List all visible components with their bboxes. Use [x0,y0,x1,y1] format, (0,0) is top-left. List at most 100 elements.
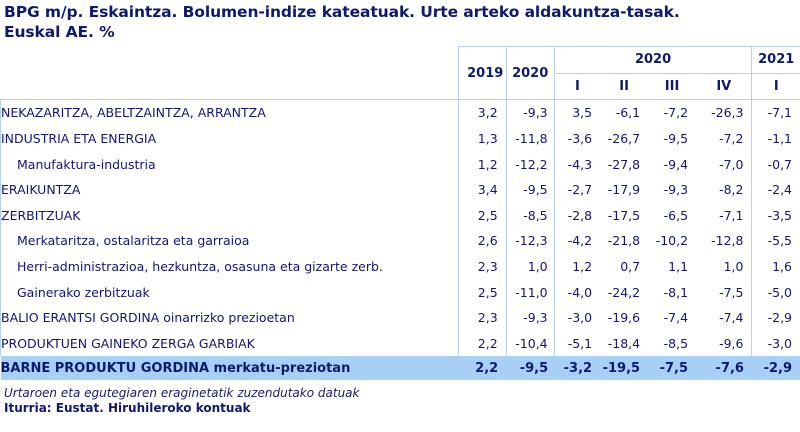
cell-2021-q1: -5,0 [751,279,800,305]
col-header-2021-q1: I [751,73,800,101]
row-label: NEKAZARITZA, ABELTZAINTZA, ARRANTZA [0,99,459,126]
total-2020-q1: -3,2 [554,356,601,381]
cell-2021-q1: -2,9 [751,304,800,331]
cell-2019: 1,3 [457,125,507,152]
row-label: ZERBITZUAK [0,202,459,229]
cell-2021-q1: -2,4 [751,176,800,203]
cell-2020: -12,2 [505,151,555,177]
cell-2020-q3: -7,2 [663,105,689,121]
cell-2020-q2: -21,8 [607,233,641,249]
cell-2020: -11,8 [505,125,555,152]
cell-2020-q3: -9,4 [663,156,689,172]
cell-2020-q1: -4,3 [553,151,601,177]
cell-2020-q2: -17,9 [607,182,641,198]
cell-2019: 2,3 [457,304,507,331]
cell-2021-q1: -7,1 [751,99,800,126]
cell-2019: 2,3 [457,253,507,280]
cell-2020: -9,3 [505,99,555,126]
cell-2020-q3: -8,1 [663,284,689,300]
cell-2019: 1,2 [457,151,507,177]
cell-2020-q3: 1,1 [668,259,689,275]
cell-2019: 3,2 [457,99,507,126]
page-title: BPG m/p. Eskaintza. Bolumen-indize katea… [4,2,680,42]
cell-2020: -11,0 [505,279,555,305]
title-line-2: Euskal AE. % [4,23,115,41]
table-row: Manufaktura-industria 1,2 -12,2 -4,3 -27… [0,151,800,177]
cell-2020-q4: -8,2 [719,182,744,198]
total-2020-q2: -19,5 [600,356,649,381]
row-label: Manufaktura-industria [0,151,459,177]
table-row: PRODUKTUEN GAINEKO ZERGA GARBIAK 2,2 -10… [0,330,800,357]
cell-2020-q1: -5,1 [553,330,601,357]
cell-2020-q2: -24,2 [607,284,641,300]
cell-2020-q4: 1,0 [723,259,744,275]
cell-2021-q1: 1,6 [751,253,800,280]
cell-2020-q3: -9,3 [663,182,689,198]
cell-2020-q4: -7,4 [719,310,744,326]
cell-2021-q1: -1,1 [751,125,800,152]
cell-2020-q4: -7,1 [719,207,744,223]
cell-2019: 2,2 [457,330,507,357]
row-label: Herri-administrazioa, hezkuntza, osasuna… [0,253,459,280]
col-header-2020: 2020 [505,45,555,101]
total-2020: -9,5 [506,356,555,381]
data-table: 2019 2020 2020 2021 I II III IV I NEKAZA… [0,45,800,381]
cell-2020-q3: -6,5 [663,207,689,223]
cell-2020-q2: 0,7 [620,259,641,275]
cell-2020-q3: -8,5 [663,335,689,351]
table-row: NEKAZARITZA, ABELTZAINTZA, ARRANTZA 3,2 … [0,99,800,126]
cell-2020-q2: -19,6 [607,310,641,326]
table-row: ZERBITZUAK 2,5 -8,5 -2,8 -17,5 -6,5 -7,1… [0,202,800,229]
row-label: Merkataritza, ostalaritza eta garraioa [0,228,459,254]
cell-2020-q1: -2,8 [553,202,601,229]
col-header-2020-q4: IV [696,73,752,101]
cell-2020: -10,4 [505,330,555,357]
cell-2020: 1,0 [505,253,555,280]
table-row: BALIO ERANTSI GORDINA oinarrizko prezioe… [0,304,800,331]
cell-2020-q3: -10,2 [655,233,689,249]
total-label: BARNE PRODUKTU GORDINA merkatu-preziotan [0,356,459,381]
cell-2020-q3: -7,4 [663,310,689,326]
row-label: ERAIKUNTZA [0,176,459,203]
cell-2020-q4: -12,8 [711,233,744,249]
cell-2020-q4: -26,3 [711,105,744,121]
header-spacer [1,47,459,74]
col-header-2020-q1: I [553,73,601,101]
cell-2019: 3,4 [457,176,507,203]
cell-2020-q2: -6,1 [615,105,641,121]
cell-2020: -9,5 [505,176,555,203]
cell-2020-q3: -9,5 [663,131,689,147]
row-label: PRODUKTUEN GAINEKO ZERGA GARBIAK [0,330,459,357]
total-2021-q1: -2,9 [751,356,800,381]
cell-2020-q1: -2,7 [553,176,601,203]
cell-2020-q4: -7,5 [719,284,744,300]
total-2019: 2,2 [458,356,507,381]
table-row: ERAIKUNTZA 3,4 -9,5 -2,7 -17,9 -9,3 -8,2… [0,176,800,203]
cell-2020-q4: -9,6 [719,335,744,351]
col-header-2019: 2019 [457,45,507,101]
cell-2020-q1: 3,5 [553,99,601,126]
row-label: Gainerako zerbitzuak [0,279,459,305]
row-label: INDUSTRIA ETA ENERGIA [0,125,459,152]
cell-2020-q2: -26,7 [607,131,641,147]
group-header-2020: 2020 [553,46,752,74]
source-note: Iturria: Eustat. Hiruhileroko kontuak [4,401,251,415]
cell-2020-q1: -3,0 [553,304,601,331]
cell-2020-q1: -3,6 [553,125,601,152]
cell-2020-q1: -4,0 [553,279,601,305]
cell-2021-q1: -3,5 [751,202,800,229]
total-2020-q3: -7,5 [648,356,697,381]
col-header-2020-q2: II [600,73,649,101]
header-spacer-2 [0,73,459,101]
cell-2019: 2,5 [457,279,507,305]
total-2020-q4: -7,6 [696,356,752,381]
table-row: Herri-administrazioa, hezkuntza, osasuna… [0,253,800,280]
cell-2020-q4: -7,0 [719,156,744,172]
cell-2020-q4: -7,2 [719,131,744,147]
cell-2019: 2,6 [457,228,507,254]
cell-2021-q1: -3,0 [751,330,800,357]
cell-2020-q1: 1,2 [553,253,601,280]
footnote: Urtaroen eta egutegiaren eraginetatik zu… [4,386,360,400]
cell-2020: -12,3 [505,228,555,254]
cell-2020-q2: -17,5 [607,207,641,223]
